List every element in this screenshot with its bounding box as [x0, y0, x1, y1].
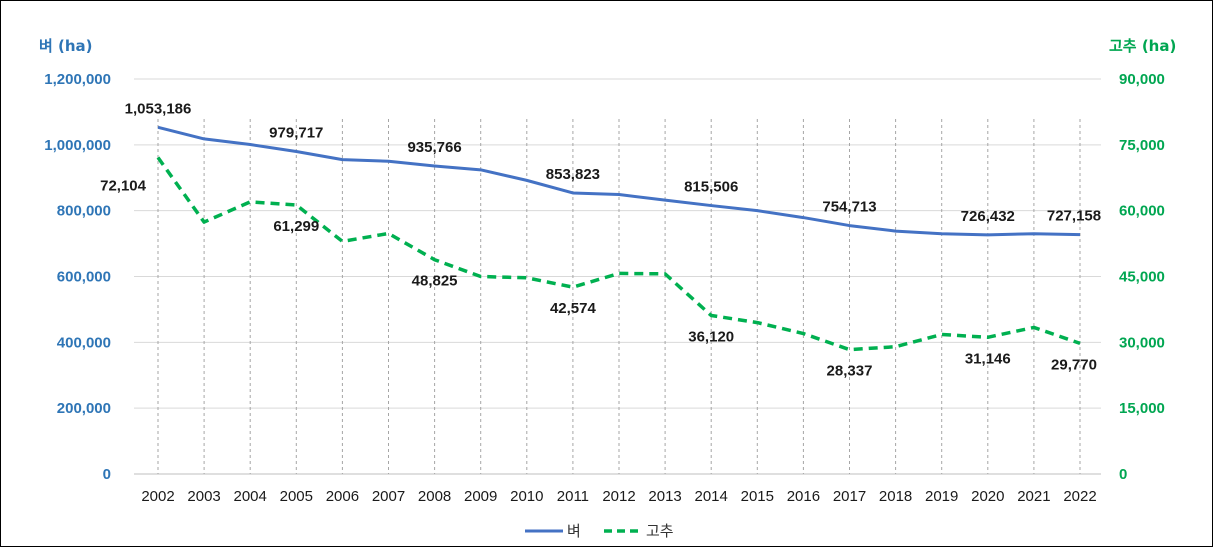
data-labels: 1,053,186 979,717 935,766 853,823 815,506 754… [100, 100, 1101, 379]
x-tick-label: 2012 [602, 488, 635, 505]
right-tick-label: 90,000 [1119, 71, 1165, 88]
x-tick-label: 2015 [741, 488, 774, 505]
data-label: 36,120 [688, 328, 734, 345]
right-tick-label: 30,000 [1119, 334, 1165, 351]
x-tick-label: 2022 [1063, 488, 1096, 505]
data-label: 1,053,186 [125, 100, 192, 117]
data-label: 72,104 [100, 178, 147, 195]
x-tick-label: 2003 [187, 488, 220, 505]
left-tick-label: 400,000 [57, 334, 111, 351]
data-label: 48,825 [412, 273, 458, 290]
data-label: 935,766 [407, 139, 461, 156]
x-tick-label: 2006 [326, 488, 359, 505]
data-label: 42,574 [550, 300, 597, 317]
x-tick-label: 2021 [1017, 488, 1050, 505]
right-tick-label: 45,000 [1119, 269, 1165, 286]
x-tick-label: 2017 [833, 488, 866, 505]
right-tick-label: 60,000 [1119, 203, 1165, 220]
data-label: 31,146 [965, 350, 1011, 367]
x-tick-label: 2018 [879, 488, 912, 505]
x-tick-label: 2016 [787, 488, 820, 505]
x-tick-label: 2002 [141, 488, 174, 505]
x-tick-label: 2005 [280, 488, 313, 505]
data-label: 727,158 [1047, 208, 1101, 225]
left-tick-label: 800,000 [57, 203, 111, 220]
legend-label-pepper: 고추 [646, 522, 674, 540]
x-tick-label: 2008 [418, 488, 451, 505]
right-tick-label: 0 [1119, 466, 1127, 483]
legend-label-rice: 벼 [567, 522, 581, 540]
x-tick-label: 2020 [971, 488, 1004, 505]
data-label: 815,506 [684, 179, 738, 196]
right-tick-label: 15,000 [1119, 400, 1165, 417]
x-tick-label: 2004 [234, 488, 267, 505]
x-tick-label: 2009 [464, 488, 497, 505]
x-tick-label: 2011 [557, 488, 589, 505]
data-label: 29,770 [1051, 356, 1097, 373]
left-axis-ticks: 0 200,000 400,000 600,000 800,000 1,000,000 1,… [44, 71, 111, 483]
drop-lines [157, 119, 1081, 474]
data-label: 726,432 [961, 208, 1015, 225]
series-line-rice [157, 125, 1081, 237]
left-tick-label: 0 [103, 466, 111, 483]
right-axis-title: 고추 (ha) [1109, 37, 1176, 55]
left-tick-label: 600,000 [57, 269, 111, 286]
x-tick-label: 2019 [925, 488, 958, 505]
x-axis-ticks: 2002 2003 2004 2005 2006 2007 2008 2009 2010 2011… [141, 488, 1096, 505]
data-label: 754,713 [822, 199, 876, 216]
data-label: 61,299 [273, 218, 319, 235]
data-label: 853,823 [546, 166, 600, 183]
data-label: 979,717 [269, 125, 323, 142]
left-axis-title: 벼 (ha) [39, 37, 93, 55]
left-tick-label: 1,000,000 [44, 137, 111, 154]
right-axis-ticks: 0 15,000 30,000 45,000 60,000 75,000 90,000 [1119, 71, 1165, 483]
left-tick-label: 200,000 [57, 400, 111, 417]
series-lines [156, 125, 1081, 352]
series-line-pepper [156, 156, 1081, 352]
x-tick-label: 2013 [648, 488, 681, 505]
legend: 벼 고추 [525, 522, 674, 540]
x-tick-label: 2010 [510, 488, 543, 505]
right-tick-label: 75,000 [1119, 137, 1165, 154]
x-tick-label: 2014 [695, 488, 728, 505]
gridlines [134, 78, 1101, 475]
x-tick-label: 2007 [372, 488, 405, 505]
data-label: 28,337 [827, 363, 873, 380]
left-tick-label: 1,200,000 [44, 71, 111, 88]
